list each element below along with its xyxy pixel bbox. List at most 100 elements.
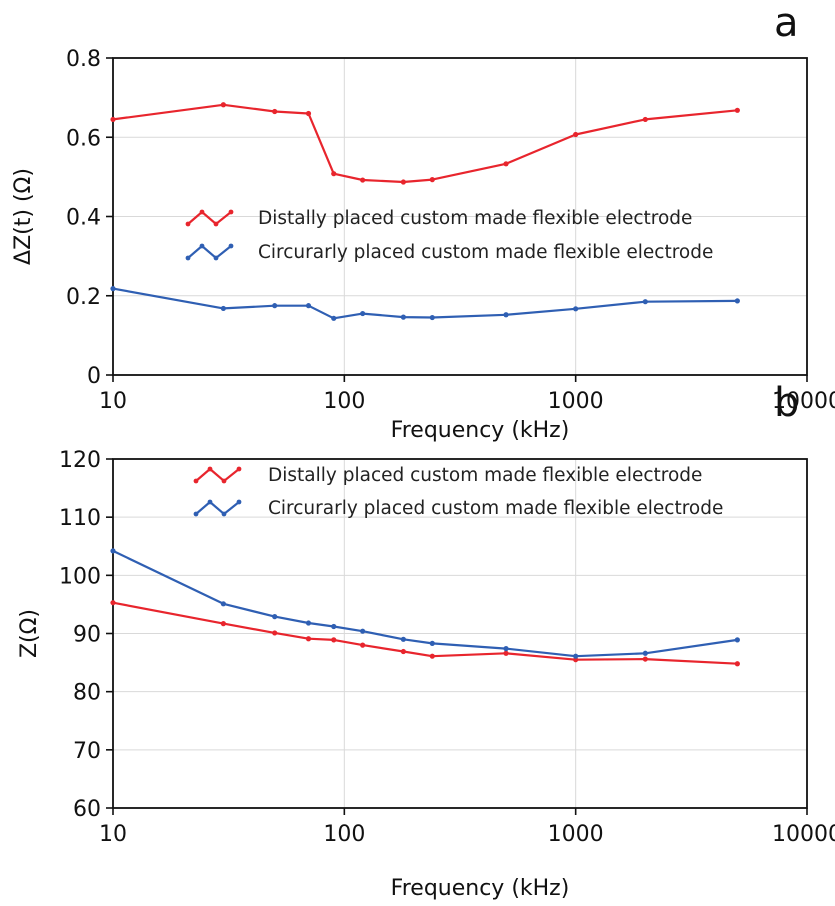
data-point [734,107,740,113]
data-point [360,628,366,634]
data-point [360,177,366,183]
data-point [272,108,278,115]
data-point [573,653,579,659]
data-point [305,636,312,642]
y-tick-label: 120 [59,448,101,473]
data-point [400,314,406,320]
data-point [503,646,509,652]
data-point [272,614,278,620]
legend-swatch-marker [236,466,242,472]
y-tick-label: 0 [87,364,101,389]
y-tick-label: 0.6 [66,126,101,151]
legend-swatch-marker [221,511,227,517]
y-tick-label: 90 [73,623,101,648]
legend-swatch-marker [236,499,242,505]
y-tick-label: 0.4 [66,206,101,231]
data-point [305,620,312,626]
data-point [331,315,337,321]
legend-swatch-marker [228,209,234,215]
data-point [331,623,337,630]
data-point [305,303,312,309]
data-point [110,116,116,123]
legend-swatch-marker [228,243,234,249]
x-axis-title: Frequency (kHz) [391,876,570,901]
data-point [360,310,366,317]
data-point [503,312,509,318]
series-line [112,287,738,320]
x-tick-label: 100 [323,822,365,847]
data-point [331,637,337,643]
data-point [331,171,337,177]
data-point [110,286,116,292]
series-line [112,601,738,665]
legend-swatch [195,500,240,516]
legend-swatch-marker [207,466,213,472]
series-line [112,549,738,658]
legend-label: Distally placed custom made flexible ele… [268,465,702,486]
legend-swatch [195,467,240,483]
legend-swatch-marker [213,255,219,261]
legend-swatch-marker [199,209,205,215]
legend-swatch-marker [221,478,227,484]
y-tick-label: 0.8 [66,47,101,72]
legend-swatch-marker [199,243,205,249]
data-point [503,161,509,167]
legend-swatch-marker [185,221,191,227]
data-point [642,116,648,123]
data-point [573,306,579,312]
x-tick-label: 100 [323,389,365,414]
data-point [305,110,312,117]
data-point [220,621,226,627]
x-tick-label: 1000 [548,389,604,414]
data-point [220,305,226,312]
data-point [642,656,648,662]
legend-swatch [187,210,232,226]
x-tick-label: 10000 [772,389,835,414]
data-point [642,650,648,656]
data-point [400,179,406,185]
data-point [734,637,740,643]
data-point [272,303,278,309]
y-tick-label: 100 [59,564,101,589]
y-axis-title: Z(Ω) [17,609,42,658]
data-point [429,653,435,659]
legend-label: Circurarly placed custom made flexible e… [258,242,713,263]
panel-letter: a [774,0,799,46]
x-tick-label: 1000 [548,822,604,847]
data-point [734,661,740,667]
legend-swatch-marker [185,255,191,261]
y-tick-label: 0.2 [66,285,101,310]
data-point [642,299,648,305]
y-tick-label: 80 [73,681,101,706]
x-tick-label: 10000 [772,822,835,847]
chart-panel-b: 10 100 1000 10000 60 70 80 90 100 110 120 Frequency… [17,380,835,901]
legend-label: Circurarly placed custom made flexible e… [268,498,723,519]
data-point [573,131,579,138]
panel-letter: b [774,380,799,426]
y-axis-title: ΔZ(t) (Ω) [11,168,36,265]
data-point [360,642,366,648]
legend-swatch-marker [207,499,213,505]
x-tick-label: 10 [99,389,127,414]
data-point [220,601,226,607]
data-point [503,650,509,656]
legend-swatch [187,244,232,260]
data-point [110,600,116,606]
x-tick-label: 10 [99,822,127,847]
data-point [734,298,740,304]
data-point [400,636,406,642]
legend-swatch-marker [213,221,219,227]
series-line [112,103,738,184]
data-point [110,548,116,554]
chart-panel-a: 10 100 1000 10000 0 0.2 0.4 0.6 0.8 Frequency (kH… [11,0,835,443]
data-point [429,640,435,646]
data-point [220,102,226,108]
legend-swatch-marker [193,478,199,484]
data-point [429,177,435,183]
data-point [272,630,278,636]
data-point [429,314,435,321]
y-tick-label: 60 [73,797,101,822]
x-axis-title: Frequency (kHz) [391,418,570,443]
y-tick-label: 110 [59,506,101,531]
